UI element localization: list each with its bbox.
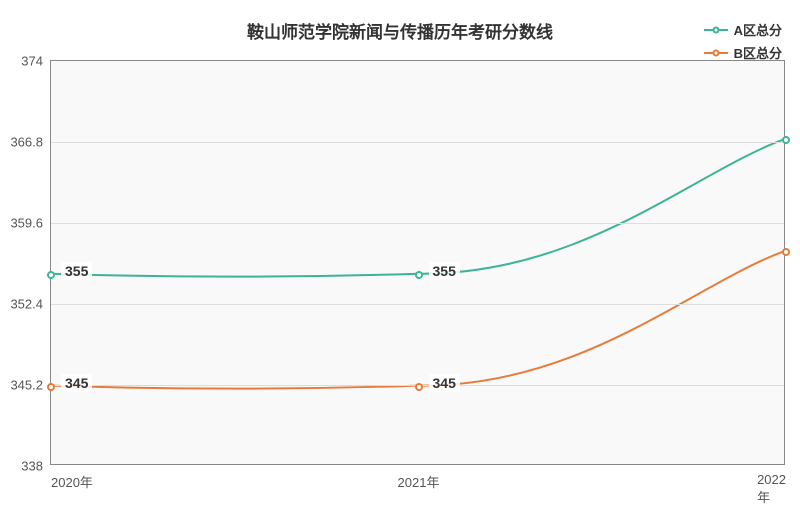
legend-item-a: A区总分 bbox=[704, 20, 782, 39]
data-label: 345 bbox=[429, 374, 460, 392]
data-point: 355 bbox=[415, 271, 423, 279]
grid-line bbox=[51, 304, 784, 305]
data-label: 367 bbox=[796, 127, 800, 145]
x-tick-label: 2021年 bbox=[398, 464, 440, 491]
point-marker bbox=[415, 271, 423, 279]
data-point: 345 bbox=[47, 383, 55, 391]
y-tick-label: 338 bbox=[21, 459, 51, 474]
data-point: 367 bbox=[782, 136, 790, 144]
data-point: 355 bbox=[47, 271, 55, 279]
point-marker bbox=[47, 383, 55, 391]
data-point: 357 bbox=[782, 248, 790, 256]
data-label: 345 bbox=[61, 374, 92, 392]
legend-swatch-a bbox=[704, 29, 728, 31]
y-tick-label: 374 bbox=[21, 54, 51, 69]
point-marker bbox=[782, 136, 790, 144]
legend-marker-b bbox=[712, 49, 719, 56]
series-line bbox=[51, 139, 784, 276]
data-label: 355 bbox=[61, 262, 92, 280]
chart-container: 鞍山师范学院新闻与传播历年考研分数线 A区总分 B区总分 338345.2352… bbox=[0, 0, 800, 500]
y-tick-label: 366.8 bbox=[10, 135, 51, 150]
point-marker bbox=[415, 383, 423, 391]
grid-line bbox=[51, 142, 784, 143]
legend-swatch-b bbox=[704, 52, 728, 54]
plot-area: 338345.2352.4359.6366.83742020年2021年2022… bbox=[50, 60, 785, 465]
data-point: 345 bbox=[415, 383, 423, 391]
point-marker bbox=[782, 248, 790, 256]
x-tick-label: 2020年 bbox=[51, 464, 93, 491]
chart-svg bbox=[51, 61, 784, 464]
legend-marker-a bbox=[712, 26, 719, 33]
data-label: 355 bbox=[429, 262, 460, 280]
chart-title: 鞍山师范学院新闻与传播历年考研分数线 bbox=[247, 18, 553, 43]
grid-line bbox=[51, 223, 784, 224]
point-marker bbox=[47, 271, 55, 279]
legend-label-a: A区总分 bbox=[734, 20, 782, 39]
y-tick-label: 359.6 bbox=[10, 216, 51, 231]
y-tick-label: 345.2 bbox=[10, 378, 51, 393]
data-label: 357 bbox=[796, 239, 800, 257]
y-tick-label: 352.4 bbox=[10, 297, 51, 312]
